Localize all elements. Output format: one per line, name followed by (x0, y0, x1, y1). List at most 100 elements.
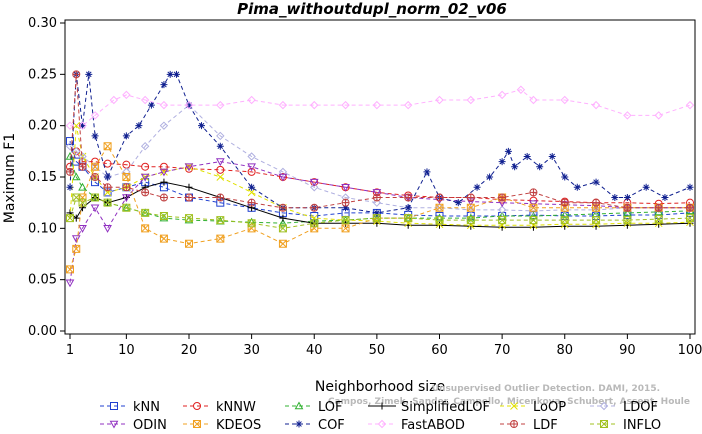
data-point (404, 214, 413, 223)
data-point (685, 100, 695, 110)
y-tick-label: 0.30 (28, 16, 57, 31)
series-kdeos (66, 142, 694, 274)
data-point (122, 194, 131, 203)
data-point (184, 164, 193, 173)
data-point (91, 132, 99, 140)
data-point (529, 203, 538, 212)
legend-marker (600, 420, 608, 428)
data-point (404, 204, 412, 212)
data-point (159, 121, 169, 130)
legend-label: kNNW (216, 400, 256, 415)
data-point (72, 157, 81, 166)
legend-marker (295, 420, 303, 428)
data-point (90, 111, 100, 120)
data-point (91, 173, 100, 181)
y-axis: 0.00 0.05 0.10 0.15 0.20 0.25 0.30 (28, 16, 65, 339)
legend-item-knn: kNN (100, 400, 160, 415)
plot-frame (64, 19, 696, 335)
data-point (65, 279, 75, 288)
legend-item-knnw: kNNW (183, 400, 256, 415)
data-point (247, 163, 256, 172)
y-tick-label: 0.25 (28, 67, 57, 82)
data-point (423, 168, 431, 176)
data-point (498, 193, 507, 202)
data-point (516, 85, 526, 94)
data-point (486, 173, 494, 181)
data-point (560, 210, 570, 219)
data-point (184, 100, 194, 110)
data-point (216, 173, 225, 181)
data-point (160, 178, 168, 186)
x-tick-label: 80 (556, 343, 573, 358)
data-point (159, 100, 169, 110)
data-point (341, 100, 350, 110)
data-point (103, 225, 112, 233)
data-point (466, 216, 475, 225)
legend-marker (109, 420, 119, 429)
data-point (341, 224, 350, 233)
data-point (654, 111, 663, 120)
data-point (91, 162, 100, 171)
data-point (140, 141, 150, 151)
x-tick-label: 40 (306, 343, 323, 358)
data-point (497, 211, 507, 220)
data-point (372, 198, 382, 207)
data-point (66, 214, 74, 223)
data-point (159, 234, 168, 243)
x-tick-label: 1 (66, 343, 74, 358)
data-point (72, 147, 81, 156)
data-point (560, 205, 569, 215)
data-point (247, 152, 256, 161)
data-point (278, 239, 287, 248)
data-point (498, 216, 507, 225)
data-point (160, 81, 168, 89)
data-point (278, 224, 287, 233)
data-point (278, 203, 287, 212)
data-point (122, 167, 131, 177)
data-point (104, 173, 112, 181)
data-point (404, 193, 413, 202)
data-point (372, 100, 382, 110)
data-point (216, 142, 224, 150)
data-point (185, 101, 193, 109)
legend-marker (510, 420, 519, 428)
data-point (655, 220, 663, 228)
data-point (654, 215, 663, 224)
data-point (91, 193, 100, 202)
data-point (686, 214, 694, 223)
data-point (341, 183, 350, 192)
data-point (65, 121, 75, 130)
y-tick-label: 0.15 (28, 170, 57, 185)
data-point (135, 122, 143, 130)
data-point (435, 221, 443, 229)
data-point (278, 167, 288, 177)
series-inflo (66, 193, 694, 233)
data-point (561, 173, 569, 181)
data-point (279, 214, 287, 222)
data-point (592, 216, 601, 225)
watermark-line-1: Campos, Zimek, Sander, Campello, Micenko… (328, 397, 690, 407)
legend-label: LDF (533, 418, 558, 433)
data-point (310, 203, 319, 212)
data-point (215, 158, 225, 167)
x-tick-label: 20 (181, 343, 198, 358)
data-point (90, 204, 100, 213)
data-point (79, 122, 87, 130)
data-point (435, 95, 444, 105)
data-point (435, 216, 444, 225)
data-point (623, 111, 632, 120)
legend-item-simplifiedlof: SimplifiedLOF (368, 400, 490, 415)
data-point (140, 95, 150, 105)
legend-label: COF (318, 418, 345, 433)
data-point (85, 70, 93, 78)
data-point (611, 194, 619, 202)
data-point (159, 212, 168, 221)
data-point (498, 158, 506, 166)
data-point (686, 183, 694, 191)
data-point (454, 199, 462, 207)
data-point (78, 162, 87, 171)
y-axis-title: Maximum F1 (2, 133, 18, 223)
legend-label: kNN (133, 400, 160, 415)
y-tick-label: 0.05 (28, 273, 57, 288)
legend-label: FastABOD (401, 418, 465, 433)
